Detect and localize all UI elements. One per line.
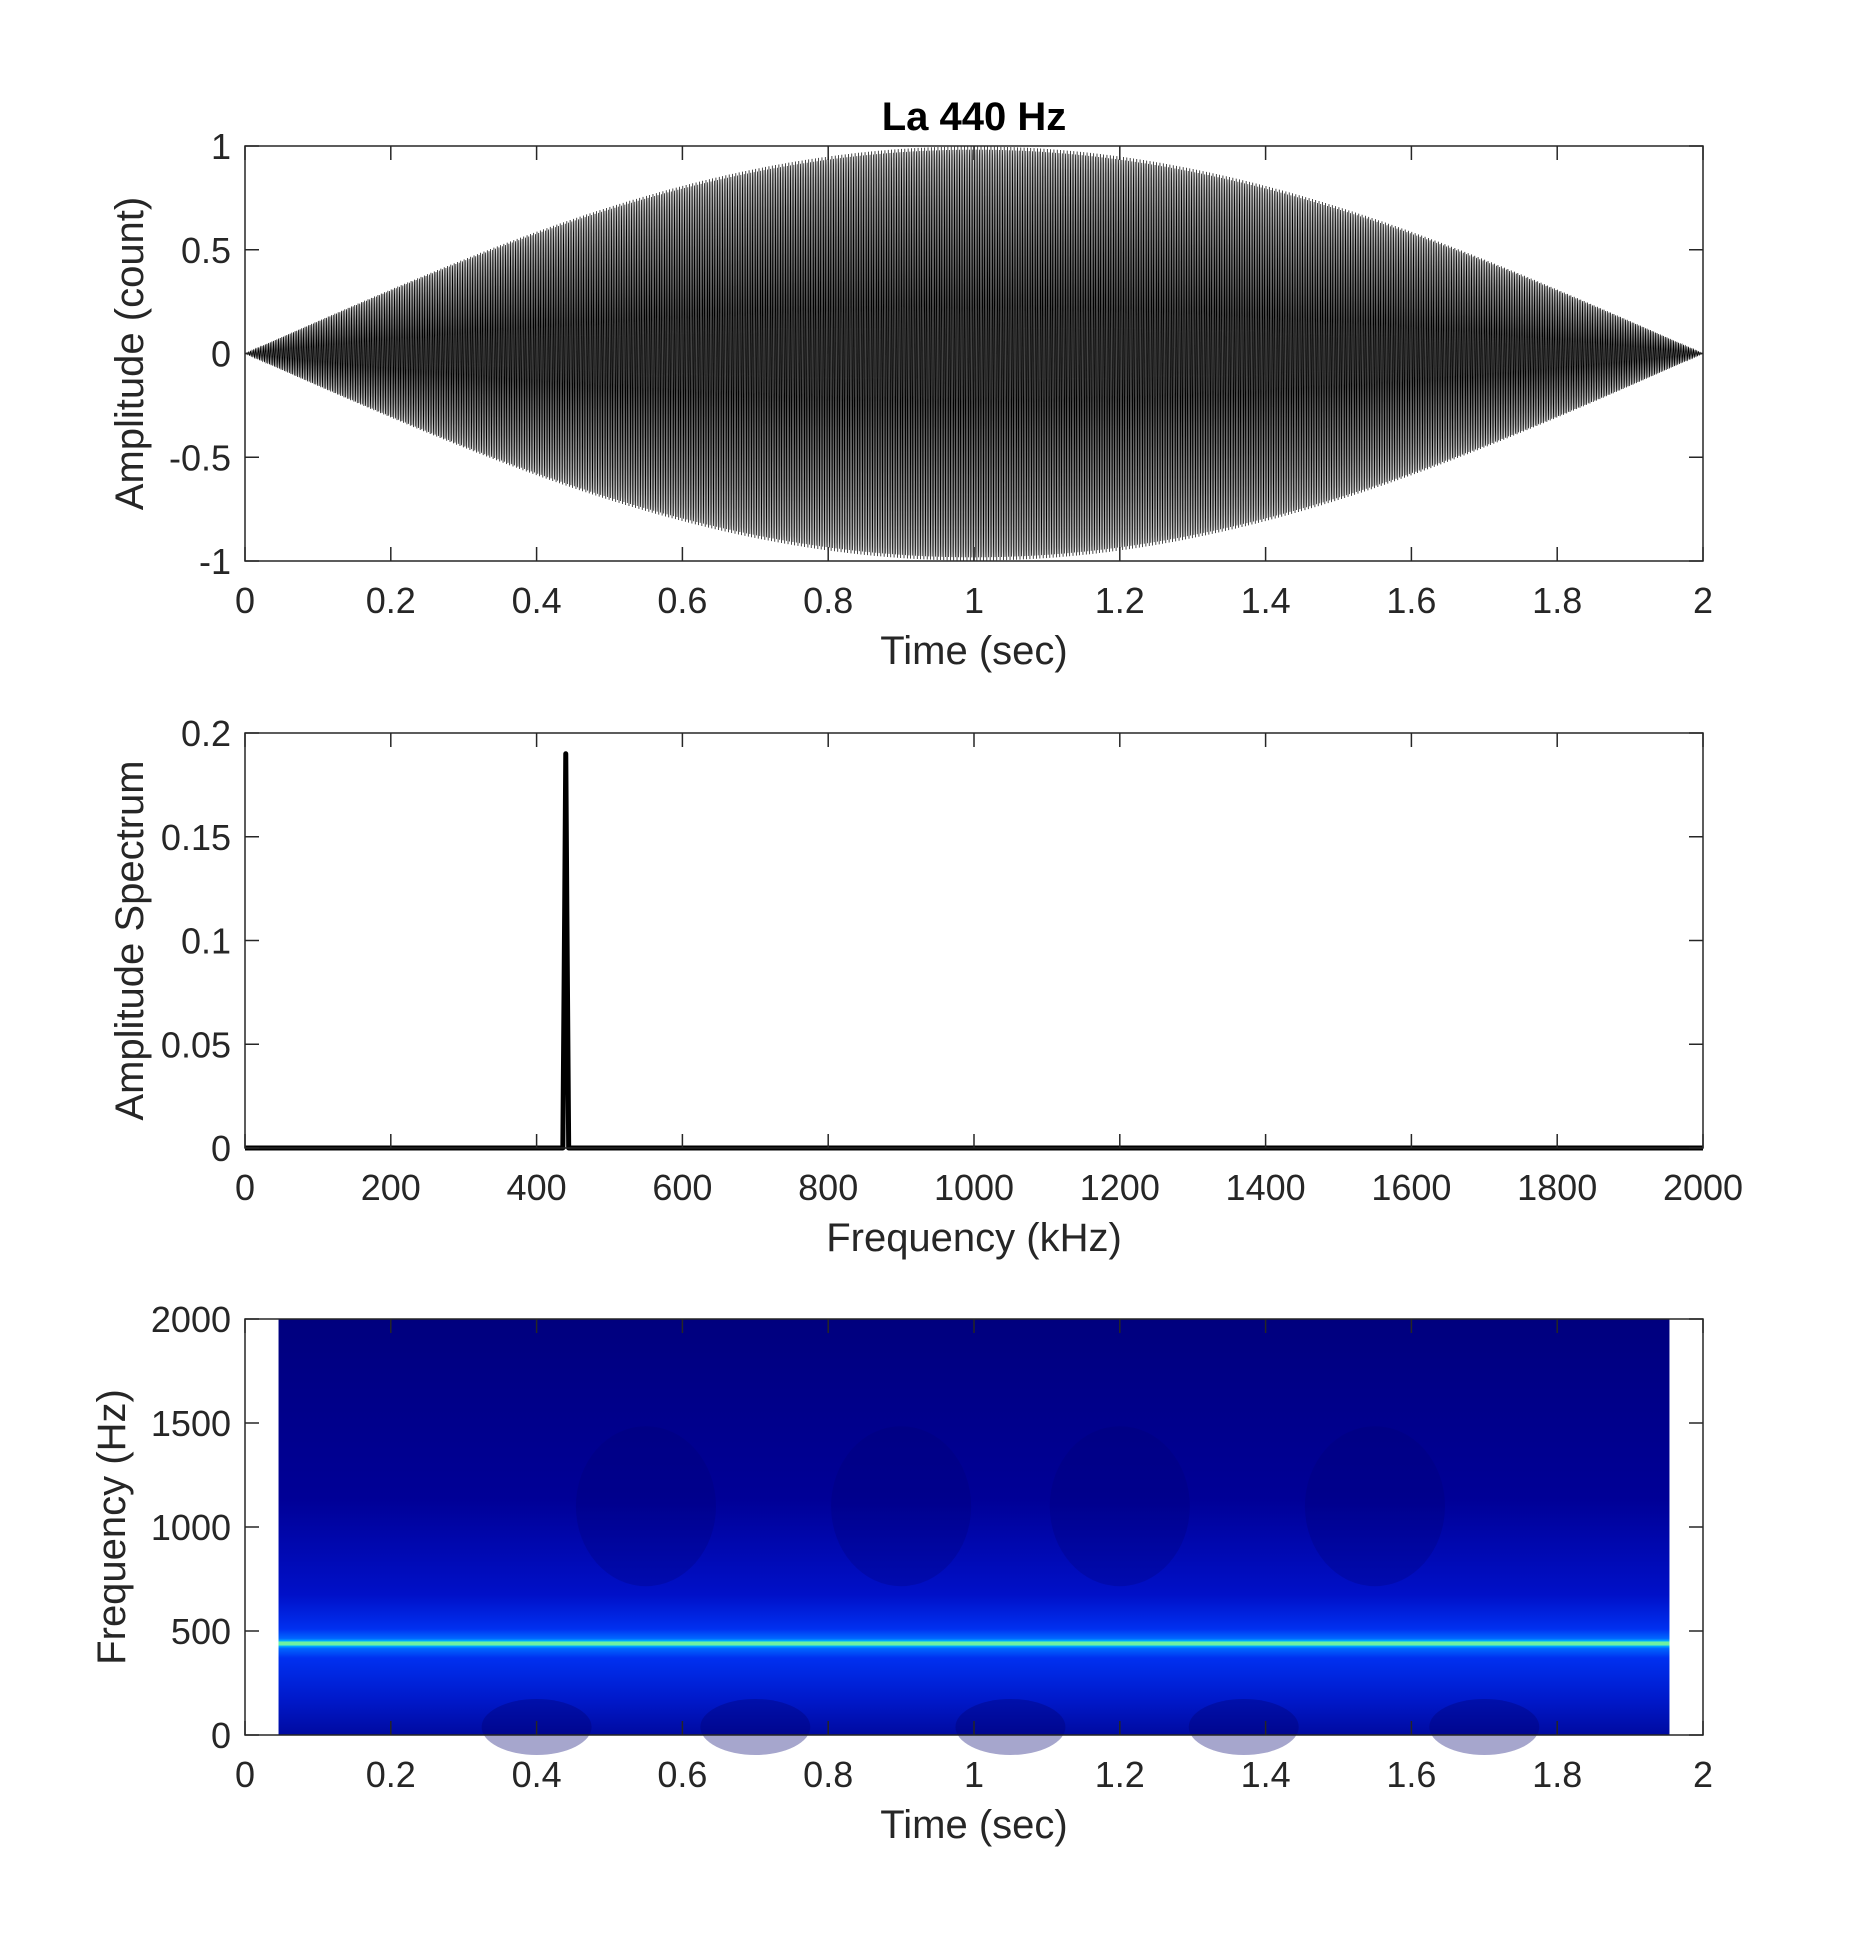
chart-title: La 440 Hz xyxy=(882,95,1067,139)
spectrogram-image xyxy=(278,1319,1670,1735)
y-tick-label: 0.1 xyxy=(181,921,231,962)
waveform-panel: 0 0.2 0.4 0.6 0.8 1 1.2 1.4 1.6 1.8 2 -1 -0.5 0 0.5 1 Ti… xyxy=(108,95,1713,673)
x-tick-label: 1.4 xyxy=(1241,580,1291,621)
spectrogram-lobe xyxy=(1188,1699,1299,1755)
y-tick-label: -1 xyxy=(199,541,231,582)
spectrogram-lobe xyxy=(1304,1426,1445,1587)
x-axis-label: Time (sec) xyxy=(880,1803,1067,1847)
x-tick-label: 1600 xyxy=(1371,1167,1451,1208)
spectrogram-lobe xyxy=(1429,1699,1540,1755)
x-tick-label: 1000 xyxy=(934,1167,1014,1208)
spectrum-panel: 0 200 400 600 800 1000 1200 1400 1600 1800 2000 0 0.… xyxy=(108,713,1743,1260)
spectrogram-lobe xyxy=(575,1426,716,1587)
y-tick-label: 0 xyxy=(211,334,231,375)
axes-frame xyxy=(244,145,1704,562)
y-tick-label: 0.2 xyxy=(181,713,231,754)
x-tick-label: 2 xyxy=(1693,1754,1713,1795)
y-tick-label: 0.5 xyxy=(181,230,231,271)
x-tick-label: 400 xyxy=(507,1167,567,1208)
y-tick-label: 0.15 xyxy=(161,817,231,858)
y-tick-label: 1000 xyxy=(151,1507,231,1548)
x-tick-label: 200 xyxy=(361,1167,421,1208)
x-tick-label: 1.8 xyxy=(1532,580,1582,621)
y-tick-label: 0 xyxy=(211,1128,231,1169)
x-tick-label: 1200 xyxy=(1080,1167,1160,1208)
x-tick-label: 0.2 xyxy=(366,1754,416,1795)
y-axis-label: Amplitude Spectrum xyxy=(108,760,152,1120)
x-tick-label: 1.6 xyxy=(1386,580,1436,621)
x-tick-label: 1 xyxy=(964,580,984,621)
axes-frame xyxy=(244,732,1704,1149)
y-axis-label: Amplitude (count) xyxy=(108,197,152,510)
y-tick-label: 1 xyxy=(211,126,231,167)
y-tick-label: 500 xyxy=(171,1611,231,1652)
x-tick-label: 0.4 xyxy=(512,1754,562,1795)
y-tick-label: 2000 xyxy=(151,1299,231,1340)
x-tick-label: 0.6 xyxy=(657,1754,707,1795)
spectrogram-lobe xyxy=(1049,1426,1190,1587)
x-tick-label: 1.4 xyxy=(1241,1754,1291,1795)
x-tick-label: 0 xyxy=(235,580,255,621)
x-axis-label: Frequency (kHz) xyxy=(826,1216,1122,1260)
x-tick-label: 1.8 xyxy=(1532,1754,1582,1795)
x-tick-label: 600 xyxy=(652,1167,712,1208)
y-tick-label: 0.05 xyxy=(161,1024,231,1065)
spectrogram-lobe xyxy=(700,1699,811,1755)
waveform-line xyxy=(244,146,1704,561)
x-tick-label: 0 xyxy=(235,1754,255,1795)
x-tick-label: 0.8 xyxy=(803,580,853,621)
y-tick-label: 0 xyxy=(211,1715,231,1756)
x-tick-label: 1800 xyxy=(1517,1167,1597,1208)
x-tick-label: 1.2 xyxy=(1095,1754,1145,1795)
x-axis-label: Time (sec) xyxy=(880,629,1067,673)
x-tick-label: 0.2 xyxy=(366,580,416,621)
x-tick-label: 1400 xyxy=(1226,1167,1306,1208)
x-tick-label: 2 xyxy=(1693,580,1713,621)
axes-frame xyxy=(244,1318,1704,1736)
x-tick-label: 0 xyxy=(235,1167,255,1208)
x-tick-label: 0.6 xyxy=(657,580,707,621)
x-tick-label: 0.4 xyxy=(512,580,562,621)
y-tick-label: 1500 xyxy=(151,1403,231,1444)
x-tick-label: 0.8 xyxy=(803,1754,853,1795)
y-tick-label: -0.5 xyxy=(169,437,231,478)
x-tick-label: 1 xyxy=(964,1754,984,1795)
spectrogram-lobe xyxy=(955,1699,1066,1755)
spectrogram-panel: 0 0.2 0.4 0.6 0.8 1 1.2 1.4 1.6 1.8 2 0 500 1000 1500 2… xyxy=(90,1299,1713,1847)
x-tick-label: 2000 xyxy=(1663,1167,1743,1208)
spectrogram-lobe xyxy=(831,1426,972,1587)
x-tick-label: 1.6 xyxy=(1386,1754,1436,1795)
y-axis-label: Frequency (Hz) xyxy=(90,1389,134,1665)
x-tick-label: 1.2 xyxy=(1095,580,1145,621)
x-tick-label: 800 xyxy=(798,1167,858,1208)
